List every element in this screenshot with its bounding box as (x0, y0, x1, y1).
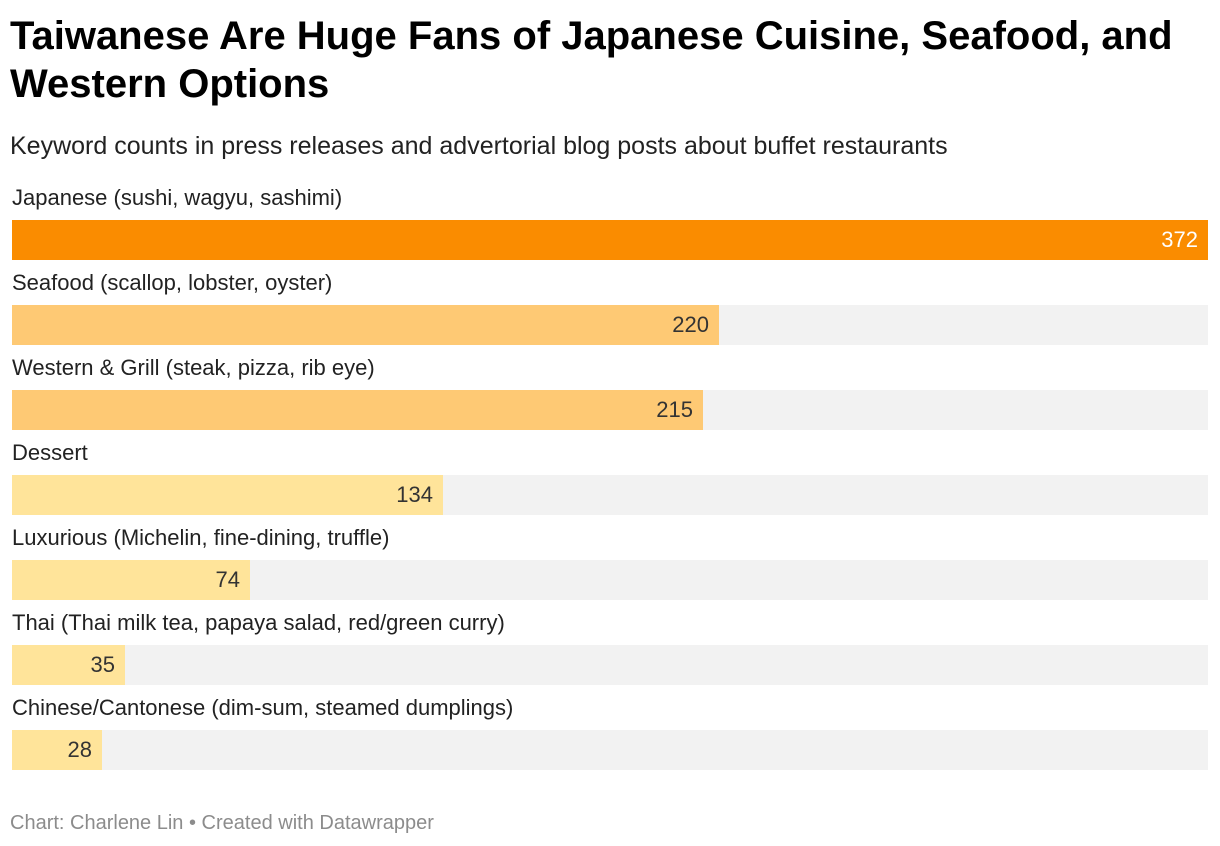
bar: 215 (12, 390, 703, 430)
bar-row: Japanese (sushi, wagyu, sashimi) 372 (12, 180, 1208, 264)
bar: 134 (12, 475, 443, 515)
bar-label: Dessert (12, 440, 88, 465)
bar-row: Chinese/Cantonese (dim-sum, steamed dump… (12, 690, 1208, 774)
bar-row: Thai (Thai milk tea, papaya salad, red/g… (12, 605, 1208, 689)
bar-label: Thai (Thai milk tea, papaya salad, red/g… (12, 610, 505, 635)
bar: 220 (12, 305, 719, 345)
bar-track: 134 (12, 475, 1208, 515)
bar-chart: Japanese (sushi, wagyu, sashimi) 372 Seafo… (12, 180, 1208, 780)
bar: 372 (12, 220, 1208, 260)
bar-track: 215 (12, 390, 1208, 430)
bar: 74 (12, 560, 250, 600)
bar-value-label: 35 (90, 652, 115, 677)
bar-value-label: 372 (1161, 227, 1198, 252)
bar-track: 74 (12, 560, 1208, 600)
bar: 28 (12, 730, 102, 770)
bar-row: Luxurious (Michelin, fine-dining, truffl… (12, 520, 1208, 604)
bar-track: 372 (12, 220, 1208, 260)
bar-row: Seafood (scallop, lobster, oyster) 220 (12, 265, 1208, 349)
bar-label: Luxurious (Michelin, fine-dining, truffl… (12, 525, 390, 550)
bar-label: Seafood (scallop, lobster, oyster) (12, 270, 333, 295)
bar-value-label: 74 (215, 567, 240, 592)
bar-label: Western & Grill (steak, pizza, rib eye) (12, 355, 375, 380)
chart-title: Taiwanese Are Huge Fans of Japanese Cuis… (10, 14, 1173, 106)
bar-value-label: 220 (672, 312, 709, 337)
bar-value-label: 28 (67, 737, 92, 762)
bar-row: Dessert 134 (12, 435, 1208, 519)
chart-credit: Chart: Charlene Lin • Created with Dataw… (10, 812, 434, 834)
chart-subtitle: Keyword counts in press releases and adv… (10, 132, 948, 160)
bar-value-label: 134 (396, 482, 433, 507)
bar-value-label: 215 (656, 397, 693, 422)
bar: 35 (12, 645, 125, 685)
bar-track: 35 (12, 645, 1208, 685)
bar-track: 28 (12, 730, 1208, 770)
bar-label: Japanese (sushi, wagyu, sashimi) (12, 185, 343, 210)
bar-track: 220 (12, 305, 1208, 345)
bar-row: Western & Grill (steak, pizza, rib eye) 2… (12, 350, 1208, 434)
bar-label: Chinese/Cantonese (dim-sum, steamed dump… (12, 695, 514, 720)
